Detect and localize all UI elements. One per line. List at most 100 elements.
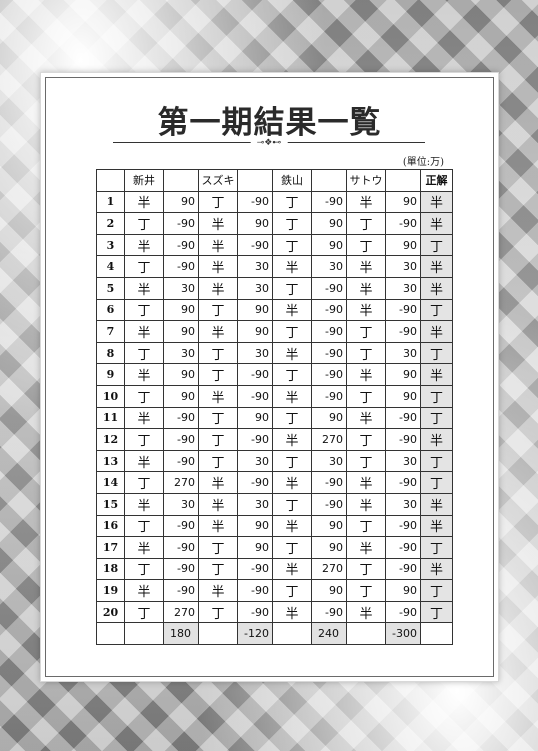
bet-result: 90 bbox=[237, 298, 273, 322]
table-row: 20 丁 270 丁 -90 半 -90 半 -90 丁 bbox=[96, 600, 453, 624]
player-total: 240 bbox=[311, 622, 347, 646]
totals-blank bbox=[346, 622, 386, 646]
bet-choice: 半 bbox=[124, 579, 164, 602]
bet-result: 90 bbox=[163, 190, 199, 214]
bet-choice: 半 bbox=[198, 492, 238, 516]
sheet-border bbox=[45, 77, 494, 677]
bet-result: 30 bbox=[385, 341, 421, 365]
bet-result: 90 bbox=[163, 363, 199, 386]
bet-result: 90 bbox=[163, 320, 199, 343]
bet-choice: 丁 bbox=[198, 449, 238, 473]
correct-answer: 半 bbox=[420, 212, 453, 235]
player-total: -120 bbox=[237, 622, 273, 646]
bet-choice: 半 bbox=[124, 363, 164, 386]
bet-result: 30 bbox=[311, 449, 347, 473]
table-row: 10 丁 90 半 -90 半 -90 丁 90 丁 bbox=[96, 384, 453, 408]
bet-choice: 丁 bbox=[272, 363, 312, 386]
bet-result: 30 bbox=[163, 341, 199, 365]
bet-result: 30 bbox=[237, 341, 273, 365]
bet-result: -90 bbox=[163, 212, 199, 235]
bet-choice: 丁 bbox=[346, 579, 386, 602]
bet-choice: 半 bbox=[124, 406, 164, 430]
bet-choice: 丁 bbox=[124, 557, 164, 581]
bet-choice: 丁 bbox=[124, 212, 164, 235]
bet-result: -90 bbox=[237, 428, 273, 451]
round-number: 4 bbox=[96, 255, 125, 278]
round-number: 3 bbox=[96, 233, 125, 257]
bet-choice: 丁 bbox=[346, 233, 386, 257]
table-row: 11 半 -90 丁 90 丁 90 半 -90 丁 bbox=[96, 406, 453, 430]
bet-result: 270 bbox=[163, 471, 199, 494]
bet-result: -90 bbox=[311, 341, 347, 365]
bet-choice: 丁 bbox=[272, 276, 312, 300]
bet-result: 90 bbox=[237, 320, 273, 343]
bet-choice: 丁 bbox=[198, 190, 238, 214]
bet-result: -90 bbox=[385, 320, 421, 343]
bet-choice: 半 bbox=[346, 255, 386, 278]
bet-result: -90 bbox=[163, 233, 199, 257]
round-number: 1 bbox=[96, 190, 125, 214]
player-header: スズキ bbox=[198, 169, 238, 192]
bet-choice: 半 bbox=[198, 384, 238, 408]
bet-result: 90 bbox=[311, 233, 347, 257]
unit-label: (單位:万) bbox=[402, 157, 444, 168]
bet-choice: 半 bbox=[346, 471, 386, 494]
bet-result: 30 bbox=[385, 492, 421, 516]
table-row: 1 半 90 丁 -90 丁 -90 半 90 半 bbox=[96, 190, 453, 214]
divider-ornament: ⊸❖⊷ bbox=[250, 137, 288, 149]
bet-choice: 丁 bbox=[198, 406, 238, 430]
correct-answer: 丁 bbox=[420, 579, 453, 602]
bet-choice: 半 bbox=[272, 384, 312, 408]
bet-result: -90 bbox=[163, 579, 199, 602]
bet-choice: 丁 bbox=[346, 320, 386, 343]
table-row: 8 丁 30 丁 30 半 -90 丁 30 丁 bbox=[96, 341, 453, 365]
bet-result: -90 bbox=[385, 600, 421, 624]
bet-result: 90 bbox=[311, 536, 347, 559]
round-number: 18 bbox=[96, 557, 125, 581]
round-number: 5 bbox=[96, 276, 125, 300]
bet-choice: 丁 bbox=[124, 298, 164, 322]
table-row: 3 半 -90 半 -90 丁 90 丁 90 丁 bbox=[96, 233, 453, 257]
page-title: 第一期結果一覧 bbox=[157, 105, 382, 141]
round-number: 2 bbox=[96, 212, 125, 235]
player-total: -300 bbox=[385, 622, 421, 646]
bet-choice: 丁 bbox=[272, 579, 312, 602]
round-number: 9 bbox=[96, 363, 125, 386]
table-row: 15 半 30 半 30 丁 -90 半 30 半 bbox=[96, 492, 453, 516]
bet-result: -90 bbox=[385, 514, 421, 538]
bet-result: -90 bbox=[237, 471, 273, 494]
bet-result: -90 bbox=[385, 536, 421, 559]
bet-choice: 丁 bbox=[198, 341, 238, 365]
totals-blank bbox=[420, 622, 453, 646]
bet-result: -90 bbox=[311, 363, 347, 386]
bet-result: -90 bbox=[237, 384, 273, 408]
bet-result: 90 bbox=[237, 406, 273, 430]
bet-choice: 丁 bbox=[346, 212, 386, 235]
bet-choice: 半 bbox=[124, 492, 164, 516]
round-number: 11 bbox=[96, 406, 125, 430]
bet-result: 90 bbox=[311, 579, 347, 602]
table-row: 17 半 -90 丁 90 丁 90 半 -90 丁 bbox=[96, 536, 453, 559]
bet-choice: 丁 bbox=[346, 384, 386, 408]
correct-answer: 半 bbox=[420, 557, 453, 581]
bet-result: -90 bbox=[163, 428, 199, 451]
bet-choice: 半 bbox=[346, 190, 386, 214]
player-header-blank bbox=[385, 169, 421, 192]
bet-choice: 半 bbox=[346, 536, 386, 559]
round-number: 7 bbox=[96, 320, 125, 343]
bet-result: 90 bbox=[385, 579, 421, 602]
bet-choice: 丁 bbox=[198, 428, 238, 451]
bet-choice: 半 bbox=[124, 320, 164, 343]
bet-result: -90 bbox=[311, 492, 347, 516]
bet-choice: 半 bbox=[346, 600, 386, 624]
bet-choice: 丁 bbox=[272, 320, 312, 343]
bet-result: 90 bbox=[311, 514, 347, 538]
bet-result: -90 bbox=[311, 276, 347, 300]
round-number: 16 bbox=[96, 514, 125, 538]
totals-blank bbox=[198, 622, 238, 646]
player-header-blank bbox=[237, 169, 273, 192]
table-row: 4 丁 -90 半 30 半 30 半 30 半 bbox=[96, 255, 453, 278]
totals-blank bbox=[96, 622, 125, 646]
table-row: 14 丁 270 半 -90 半 -90 半 -90 丁 bbox=[96, 471, 453, 494]
correct-answer: 丁 bbox=[420, 536, 453, 559]
